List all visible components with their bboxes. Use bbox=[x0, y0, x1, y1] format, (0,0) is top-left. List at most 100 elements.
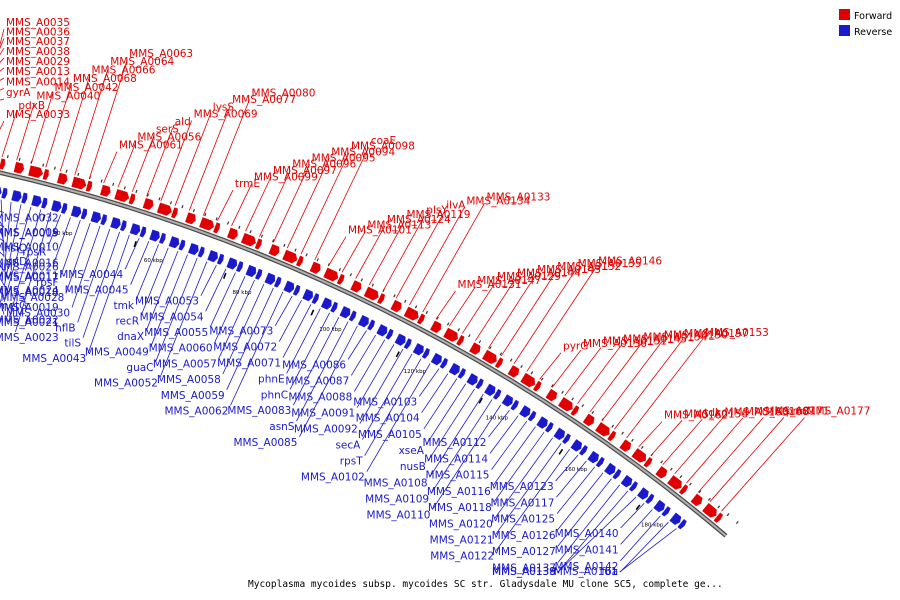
reverse-label-mms-a0009[interactable]: MMS_A0009 bbox=[0, 227, 59, 239]
reverse-label-mms-a0114[interactable]: MMS_A0114 bbox=[424, 453, 488, 465]
forward-label-mms-a0066[interactable]: MMS_A0066 bbox=[92, 64, 156, 76]
forward-label-mms-a0061[interactable]: MMS_A0061 bbox=[119, 140, 183, 152]
reverse-label-mms-a0010[interactable]: MMS_A0010 bbox=[0, 241, 59, 253]
forward-label-coae[interactable]: coaE bbox=[371, 135, 396, 147]
reverse-label-mms-a0161[interactable]: MMS_A0161 bbox=[554, 566, 618, 578]
forward-label-mms-a0095[interactable]: MMS_A0095 bbox=[312, 152, 376, 164]
forward-label-mms-a0068[interactable]: MMS_A0068 bbox=[73, 73, 137, 85]
reverse-label-mms-a0138[interactable]: MMS_A0138 bbox=[492, 566, 556, 578]
reverse-label-mms-a0045[interactable]: MMS_A0045 bbox=[65, 285, 129, 297]
forward-label-mms-a0064[interactable]: MMS_A0064 bbox=[110, 56, 174, 68]
forward-label-mms-a0135[interactable]: MMS_A0135 bbox=[578, 258, 642, 270]
reverse-label-mms-a0059[interactable]: MMS_A0059 bbox=[161, 390, 225, 402]
reverse-label-rpsf[interactable]: rpsF bbox=[36, 277, 59, 289]
reverse-label-mms-a0083[interactable]: MMS_A0083 bbox=[227, 405, 291, 417]
forward-label-trme[interactable]: trmE bbox=[235, 178, 260, 190]
forward-label-mms-a0040[interactable]: MMS_A0040 bbox=[36, 91, 100, 103]
forward-label-mms-a0036[interactable]: MMS_A0036 bbox=[6, 26, 70, 38]
reverse-label-mms-a0060[interactable]: MMS_A0060 bbox=[149, 343, 213, 355]
reverse-label-mms-a0057[interactable]: MMS_A0057 bbox=[153, 358, 217, 370]
reverse-label-mms-a0125[interactable]: MMS_A0125 bbox=[491, 514, 555, 526]
forward-label-mms-a0162[interactable]: MMS_A0162 bbox=[664, 410, 728, 422]
forward-label-ilva[interactable]: ilvA bbox=[446, 200, 466, 212]
forward-label-mms-a0119[interactable]: MMS_A0119 bbox=[407, 209, 471, 221]
reverse-label-mms-a0054[interactable]: MMS_A0054 bbox=[140, 311, 204, 323]
forward-label-mms-a0037[interactable]: MMS_A0037 bbox=[6, 36, 70, 48]
forward-label-mms-a0077[interactable]: MMS_A0077 bbox=[232, 94, 296, 106]
reverse-label-mms-a0117[interactable]: MMS_A0117 bbox=[490, 497, 554, 509]
forward-label-tdk[interactable]: tdk bbox=[704, 407, 722, 419]
reverse-label-mms-a0023[interactable]: MMS_A0023 bbox=[0, 332, 59, 344]
reverse-label-dnax[interactable]: dnaX bbox=[117, 331, 144, 343]
forward-label-lyss[interactable]: lysS bbox=[213, 101, 235, 113]
reverse-label-mms-a0122[interactable]: MMS_A0122 bbox=[430, 551, 494, 563]
forward-label-mms-a0150[interactable]: MMS_A0150 bbox=[664, 330, 728, 342]
reverse-label-mms-a0108[interactable]: MMS_A0108 bbox=[364, 477, 428, 489]
reverse-label-mms-a0016[interactable]: MMS_A0016 bbox=[0, 257, 59, 269]
reverse-label-srid[interactable]: sriD bbox=[6, 256, 27, 268]
forward-label-mms-a0029[interactable]: MMS_A0029 bbox=[6, 56, 70, 68]
reverse-label-mms-a0073[interactable]: MMS_A0073 bbox=[209, 326, 273, 338]
reverse-label-tils[interactable]: tilS bbox=[64, 338, 81, 350]
forward-label-mms-a0101[interactable]: MMS_A0101 bbox=[348, 225, 412, 237]
reverse-label-mms-a0022[interactable]: MMS_A0022 bbox=[0, 315, 59, 327]
forward-label-mms-a0113[interactable]: MMS_A0113 bbox=[367, 219, 431, 231]
forward-label-mms-a0145[interactable]: MMS_A0145 bbox=[623, 333, 687, 345]
reverse-label-mms-a0086[interactable]: MMS_A0086 bbox=[282, 359, 346, 371]
reverse-label-mms-a0140[interactable]: MMS_A0140 bbox=[555, 528, 619, 540]
forward-label-mms-a0131[interactable]: MMS_A0131 bbox=[458, 279, 522, 291]
reverse-label-metg[interactable]: metG bbox=[0, 300, 27, 312]
forward-label-mms-a0168[interactable]: MMS_A0168 bbox=[745, 406, 809, 418]
reverse-label-mms-a0026[interactable]: MMS_A0026 bbox=[0, 262, 59, 274]
reverse-label-mms-a0123[interactable]: MMS_A0123 bbox=[490, 481, 554, 493]
reverse-label-mms-a0115[interactable]: MMS_A0115 bbox=[426, 470, 490, 482]
forward-label-mms-a0136[interactable]: MMS_A0136 bbox=[583, 338, 647, 350]
reverse-label-mms-a0109[interactable]: MMS_A0109 bbox=[365, 493, 429, 505]
forward-label-mms-a0153[interactable]: MMS_A0153 bbox=[705, 327, 769, 339]
forward-label-mms-a0033[interactable]: MMS_A0033 bbox=[6, 109, 70, 121]
forward-label-mms-a0063[interactable]: MMS_A0063 bbox=[129, 48, 193, 60]
forward-label-pdxb[interactable]: pdxB bbox=[18, 100, 45, 112]
reverse-label-mms-a0043[interactable]: MMS_A0043 bbox=[22, 353, 86, 365]
reverse-label-mms-a0118[interactable]: MMS_A0118 bbox=[428, 502, 492, 514]
reverse-label-mms-a0053[interactable]: MMS_A0053 bbox=[135, 296, 199, 308]
forward-label-mms-a0154[interactable]: MMS_A0154 bbox=[643, 331, 707, 343]
reverse-label-mms-a0088[interactable]: MMS_A0088 bbox=[288, 391, 352, 403]
reverse-label-mms-a0137[interactable]: MMS_A0137 bbox=[492, 562, 556, 574]
reverse-label-mms-a0116[interactable]: MMS_A0116 bbox=[427, 486, 491, 498]
reverse-label-rpst[interactable]: rpsT bbox=[340, 456, 363, 468]
forward-label-mms-a0013[interactable]: MMS_A0013 bbox=[6, 66, 70, 78]
reverse-label-mms-a0085[interactable]: MMS_A0085 bbox=[233, 437, 297, 449]
reverse-label-mms-a0121[interactable]: MMS_A0121 bbox=[430, 534, 494, 546]
forward-label-mms-a0069[interactable]: MMS_A0069 bbox=[194, 109, 258, 121]
forward-label-mms-a0129[interactable]: MMS_A0129 bbox=[497, 271, 561, 283]
reverse-label-mms-a0092[interactable]: MMS_A0092 bbox=[294, 424, 358, 436]
forward-label-sers[interactable]: serS bbox=[156, 124, 179, 136]
reverse-label-nusb[interactable]: nusB bbox=[400, 461, 426, 473]
forward-label-mms-a0096[interactable]: MMS_A0096 bbox=[292, 159, 356, 171]
forward-label-mms-a0098[interactable]: MMS_A0098 bbox=[351, 141, 415, 153]
reverse-label-mms-a0104[interactable]: MMS_A0104 bbox=[356, 413, 420, 425]
reverse-label-recr[interactable]: recR bbox=[115, 316, 139, 328]
reverse-label-mms-a0024[interactable]: MMS_A0024 bbox=[0, 285, 59, 297]
reverse-label-mms-a0139[interactable]: MMS_A0139 bbox=[492, 566, 556, 578]
reverse-label-mms-a0021[interactable]: MMS_A0021 bbox=[0, 317, 59, 329]
forward-label-prmc[interactable]: prmC bbox=[786, 405, 814, 417]
forward-label-mms-a0038[interactable]: MMS_A0038 bbox=[6, 46, 70, 58]
forward-label-mms-a0097[interactable]: MMS_A0097 bbox=[273, 165, 337, 177]
reverse-label-seca[interactable]: secA bbox=[335, 440, 361, 452]
forward-label-mms-a0094[interactable]: MMS_A0094 bbox=[331, 146, 395, 158]
reverse-label-mms-a0071[interactable]: MMS_A0071 bbox=[217, 358, 281, 370]
reverse-label-mms-a0126[interactable]: MMS_A0126 bbox=[492, 530, 556, 542]
forward-label-mms-a0132[interactable]: MMS_A0132 bbox=[557, 261, 621, 273]
forward-label-mms-a0144[interactable]: MMS_A0144 bbox=[517, 267, 581, 279]
reverse-label-mms-a0011[interactable]: MMS_A0011 bbox=[0, 271, 59, 283]
reverse-label-mms-a0142[interactable]: MMS_A0142 bbox=[555, 561, 619, 573]
reverse-label-guac[interactable]: guaC bbox=[126, 362, 153, 374]
reverse-label-hslo[interactable]: hslO bbox=[4, 242, 27, 254]
forward-label-pyrg[interactable]: pyrG bbox=[563, 341, 588, 353]
forward-label-mms-a0056[interactable]: MMS_A0056 bbox=[137, 132, 201, 144]
reverse-label-mms-a0062[interactable]: MMS_A0062 bbox=[164, 405, 228, 417]
reverse-label-hflb[interactable]: hflB bbox=[55, 323, 75, 335]
reverse-label-mms-a0030[interactable]: MMS_A0030 bbox=[6, 307, 70, 319]
